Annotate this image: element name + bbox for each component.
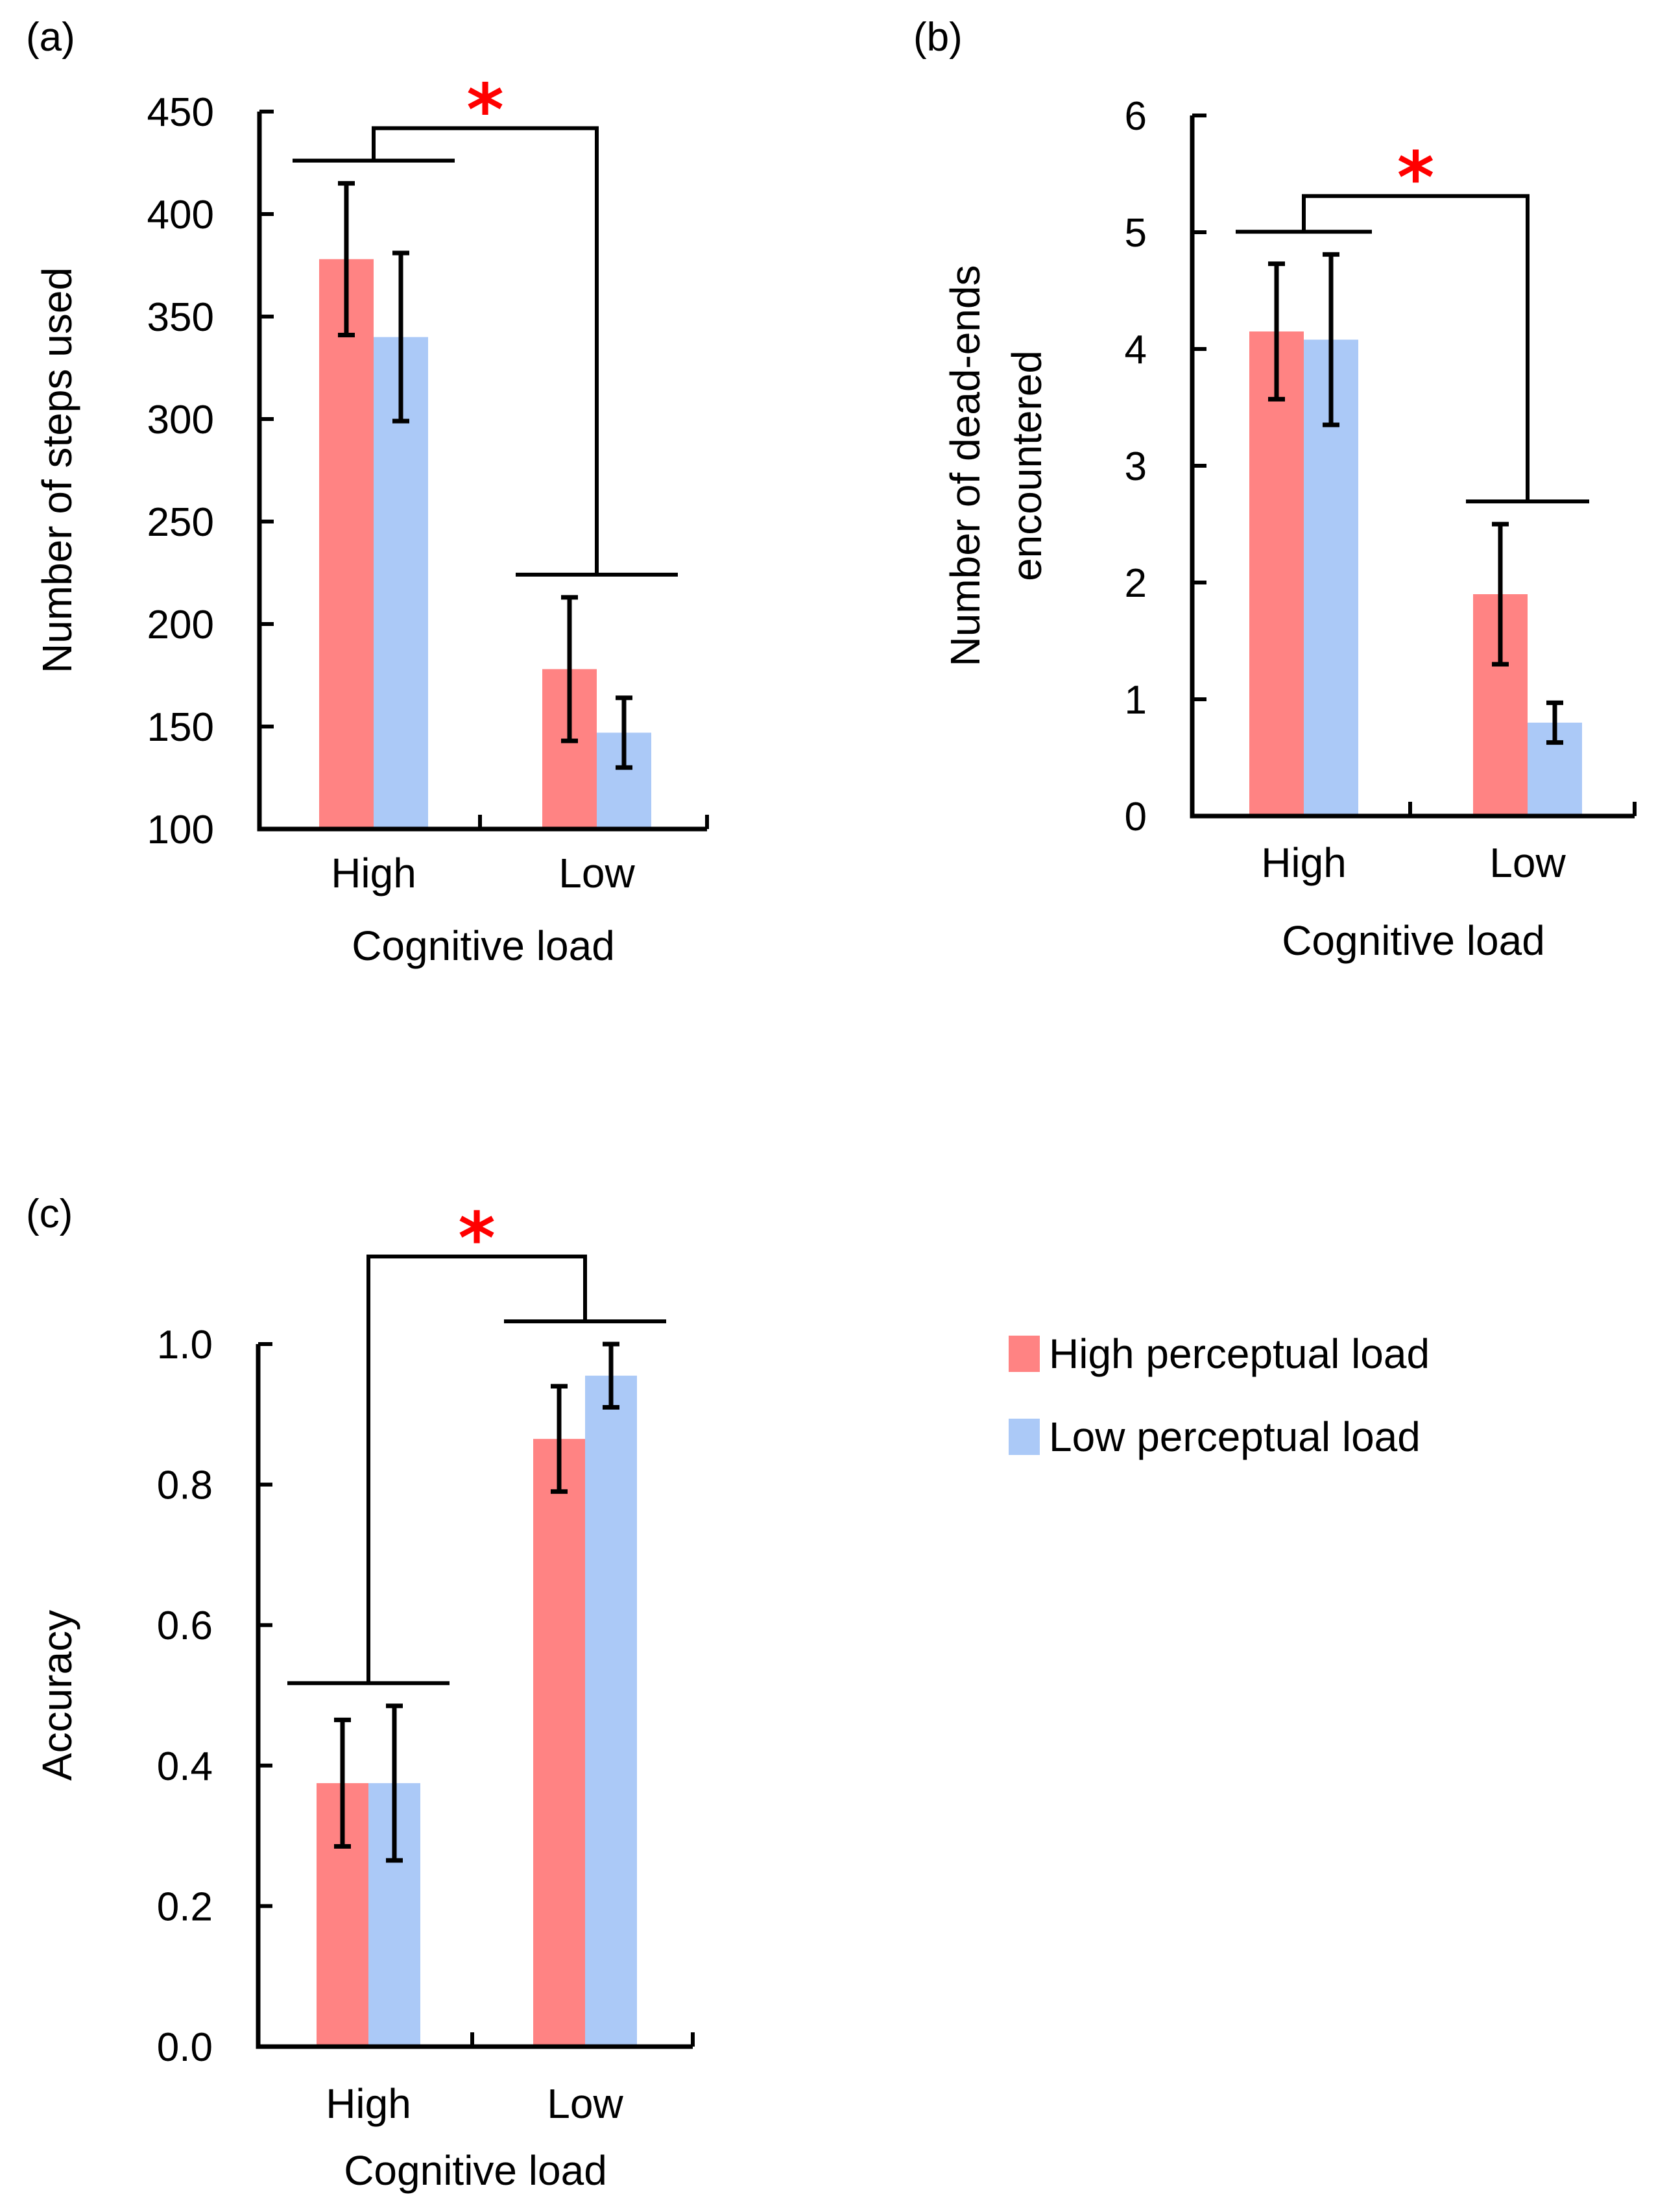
error-bar [392,250,409,424]
significance-bracket: * [287,1197,666,1685]
x-tick-label: High [331,850,416,896]
chart-panel-a: (a) High Low 100 150 200 250 300 350 400 450 Cognit… [26,15,709,969]
legend-swatch [1009,1336,1040,1372]
y-tick-label: 4 [1125,328,1147,372]
y-tick-label: 0 [1125,795,1147,839]
y-tick-label: 0.2 [157,1884,213,1929]
x-tick-label: Low [547,2080,623,2127]
significance-marker: * [466,69,504,152]
bar-high-high-perceptual [1249,331,1304,816]
error-bar [603,1341,619,1410]
legend-label: High perceptual load [1049,1330,1430,1377]
error-bar [616,695,632,770]
chart-panel-c: (c) High Low 0.0 0.2 0.4 0.6 0.8 1.0 Cognitive lo… [26,1192,695,2194]
y-tick-label: 250 [147,500,214,545]
panel-label: (c) [26,1192,73,1236]
y-tick-label: 1 [1125,678,1147,723]
error-bar [334,1717,351,1849]
x-axis-title: Cognitive load [344,2147,607,2194]
y-tick-label: 400 [147,193,214,237]
legend-item: High perceptual load [1009,1330,1430,1377]
y-axis-title: Accuracy [34,1610,80,1781]
legend-item: Low perceptual load [1009,1413,1421,1460]
y-tick-label: 0.6 [157,1604,213,1648]
error-bar [338,181,355,337]
y-tick-label: 2 [1125,561,1147,606]
significance-bracket: * [293,69,678,577]
error-bar [386,1703,403,1863]
y-tick-label: 150 [147,705,214,750]
bar-low-low-perceptual [585,1375,637,2047]
error-bar [1546,700,1563,745]
y-tick-label: 6 [1125,94,1147,139]
bar-high-high-perceptual [319,259,374,829]
panel-label: (b) [913,15,963,60]
y-tick-label: 300 [147,398,214,442]
bar-low-high-perceptual [533,1439,585,2047]
y-tick-label: 0.8 [157,1463,213,1508]
significance-marker: * [1397,136,1435,219]
y-tick-label: 5 [1125,211,1147,256]
error-bar [551,1384,568,1494]
x-tick-label: High [1261,839,1347,886]
error-bar [1268,261,1285,402]
y-tick-label: 3 [1125,444,1147,489]
error-bar [1323,252,1339,427]
significance-bracket: * [1236,136,1589,503]
y-tick-label: 0.4 [157,1744,213,1789]
y-tick-label: 350 [147,295,214,340]
panel-label: (a) [26,15,75,60]
error-bar [1492,522,1509,667]
x-axis-title: Cognitive load [352,922,615,969]
legend: High perceptual load Low perceptual load [1009,1330,1430,1460]
y-tick-label: 100 [147,808,214,852]
chart-panel-b: (b) High Low 0 1 2 3 4 5 6 Cognitive load Number of… [913,15,1637,964]
y-tick-label: 1.0 [157,1323,213,1367]
y-tick-label: 450 [147,90,214,135]
y-tick-label: 200 [147,603,214,647]
y-axis-title: encountered [1003,350,1050,581]
legend-swatch [1009,1419,1040,1455]
error-bar [561,595,578,743]
y-tick-label: 0.0 [157,2025,213,2070]
x-tick-label: Low [558,850,635,896]
x-axis-title: Cognitive load [1282,917,1545,964]
significance-marker: * [458,1197,496,1280]
y-axis-title: Number of dead-ends [942,265,989,666]
legend-label: Low perceptual load [1049,1413,1421,1460]
y-axis-title: Number of steps used [34,267,80,673]
x-tick-label: High [326,2080,411,2127]
x-tick-label: Low [1489,839,1566,886]
